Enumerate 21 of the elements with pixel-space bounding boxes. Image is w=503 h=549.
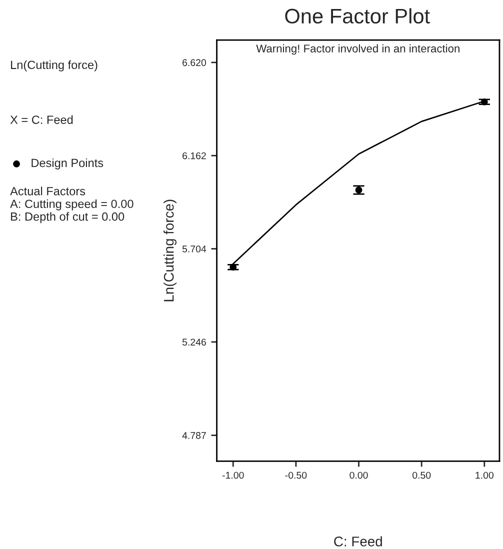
y-tick-label: 4.787 xyxy=(182,432,206,439)
x-tick-label: 1.00 xyxy=(476,472,494,479)
y-tick-label: 6.162 xyxy=(182,152,206,160)
x-tick-label: -1.00 xyxy=(222,472,244,479)
x-tick-label: 0.00 xyxy=(350,472,368,479)
annotation: Warning! Factor involved in an interaction xyxy=(256,44,460,55)
y-tick-label: 5.704 xyxy=(182,246,206,252)
text: X = C: Feed xyxy=(10,115,73,124)
legend-label: Design Points xyxy=(32,158,104,170)
x-axis-title: C: Feed xyxy=(334,536,382,546)
y-tick-label: 5.246 xyxy=(182,338,206,346)
point xyxy=(230,264,237,271)
point xyxy=(480,98,488,106)
point xyxy=(355,186,362,194)
x-tick-label: 0.50 xyxy=(412,472,431,479)
y-axis-title: Ln(Cutting force) xyxy=(164,200,176,302)
x-tick-label: -0.50 xyxy=(285,472,307,479)
y-tick-label: 6.620 xyxy=(182,59,206,66)
text: Ln(Cutting force) xyxy=(11,60,98,72)
text: Actual Factors A: Cutting speed = 0.00 B: Depth of cut = 0.00 xyxy=(10,186,134,224)
chart-title: One Factor Plot xyxy=(285,8,430,24)
